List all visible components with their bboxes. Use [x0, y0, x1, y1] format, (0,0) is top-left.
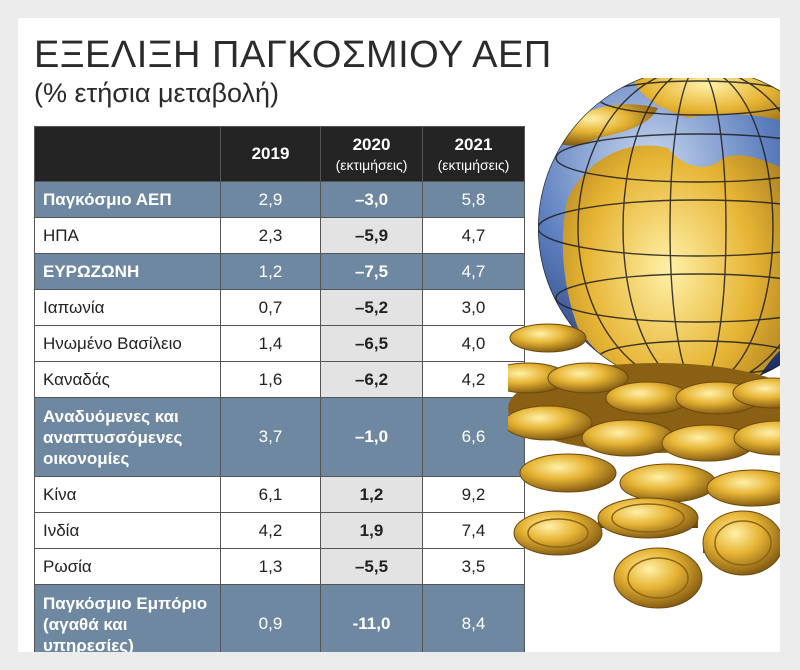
row-label: Ρωσία	[34, 548, 221, 585]
value-cell-2021: 9,2	[422, 476, 525, 513]
table-row: Ηνωμένο Βασίλειο 1,4 –6,5 4,0	[34, 325, 525, 362]
header-2019: 2019	[220, 126, 321, 182]
globe-coins-illustration	[508, 78, 780, 609]
value-cell-2020: –1,0	[320, 397, 423, 477]
infographic-frame: ΕΞΕΛΙΞΗ ΠΑΓΚΟΣΜΙΟΥ ΑΕΠ (% ετήσια μεταβολ…	[18, 18, 780, 652]
value-cell-2020: –5,2	[320, 289, 423, 326]
table-header-row: 2019 2020 (εκτιμήσεις) 2021 (εκτιμήσεις)	[34, 126, 525, 182]
value-cell-2021: 4,7	[422, 253, 525, 290]
row-label: Ηνωμένο Βασίλειο	[34, 325, 221, 362]
value-cell-2019: 2,9	[220, 181, 321, 218]
value-cell-2019: 4,2	[220, 512, 321, 549]
row-label: Κίνα	[34, 476, 221, 513]
gdp-table: 2019 2020 (εκτιμήσεις) 2021 (εκτιμήσεις) Π…	[34, 126, 525, 652]
row-label: Ιαπωνία	[34, 289, 221, 326]
row-label: Καναδάς	[34, 361, 221, 398]
value-cell-2021: 6,6	[422, 397, 525, 477]
value-cell-2020: –6,5	[320, 325, 423, 362]
value-cell-2019: 2,3	[220, 217, 321, 254]
value-cell-2020: –5,9	[320, 217, 423, 254]
header-2020: 2020 (εκτιμήσεις)	[320, 126, 423, 182]
value-cell-2020: –6,2	[320, 361, 423, 398]
table-row: Παγκόσμιο Εμπόριο (αγαθά και υπηρεσίες) 0…	[34, 584, 525, 652]
value-cell-2020: -11,0	[320, 584, 423, 652]
table-row: Ιαπωνία 0,7 –5,2 3,0	[34, 289, 525, 326]
value-cell-2019: 1,3	[220, 548, 321, 585]
value-cell-2021: 4,7	[422, 217, 525, 254]
value-cell-2019: 1,2	[220, 253, 321, 290]
header-year: 2019	[251, 144, 290, 163]
page-subtitle: (% ετήσια μεταβολή)	[34, 78, 280, 108]
value-cell-2019: 1,6	[220, 361, 321, 398]
value-cell-2021: 3,5	[422, 548, 525, 585]
row-label: Αναδυόμενες και αναπτυσσόμενες οικονομίε…	[34, 397, 221, 477]
coin-pile-icon	[508, 323, 780, 609]
row-label: ΗΠΑ	[34, 217, 221, 254]
header-corner-cell	[34, 126, 221, 182]
value-cell-2019: 0,7	[220, 289, 321, 326]
row-label: Ινδία	[34, 512, 221, 549]
value-cell-2019: 0,9	[220, 584, 321, 652]
value-cell-2019: 3,7	[220, 397, 321, 477]
value-cell-2019: 6,1	[220, 476, 321, 513]
header-2021: 2021 (εκτιμήσεις)	[422, 126, 525, 182]
row-label: ΕΥΡΩΖΩΝΗ	[34, 253, 221, 290]
value-cell-2020: –5,5	[320, 548, 423, 585]
table-body: Παγκόσμιο ΑΕΠ 2,9 –3,0 5,8 ΗΠΑ 2,3 –5,9 4,7 ΕΥΡΩ…	[34, 181, 525, 652]
table-row: Αναδυόμενες και αναπτυσσόμενες οικονομίε…	[34, 397, 525, 477]
table-row: ΕΥΡΩΖΩΝΗ 1,2 –7,5 4,7	[34, 253, 525, 290]
table-row: Ρωσία 1,3 –5,5 3,5	[34, 548, 525, 585]
row-label: Παγκόσμιο ΑΕΠ	[34, 181, 221, 218]
value-cell-2021: 5,8	[422, 181, 525, 218]
table-row: Καναδάς 1,6 –6,2 4,2	[34, 361, 525, 398]
table-row: Κίνα 6,1 1,2 9,2	[34, 476, 525, 513]
row-label: Παγκόσμιο Εμπόριο (αγαθά και υπηρεσίες)	[34, 584, 221, 652]
value-cell-2020: –3,0	[320, 181, 423, 218]
value-cell-2020: –7,5	[320, 253, 423, 290]
table-row: ΗΠΑ 2,3 –5,9 4,7	[34, 217, 525, 254]
header-year: 2021	[454, 135, 493, 154]
value-cell-2020: 1,2	[320, 476, 423, 513]
header-note: (εκτιμήσεις)	[335, 157, 408, 173]
table-row: Ινδία 4,2 1,9 7,4	[34, 512, 525, 549]
value-cell-2019: 1,4	[220, 325, 321, 362]
table-row: Παγκόσμιο ΑΕΠ 2,9 –3,0 5,8	[34, 181, 525, 218]
page-title: ΕΞΕΛΙΞΗ ΠΑΓΚΟΣΜΙΟΥ ΑΕΠ	[34, 34, 552, 76]
value-cell-2021: 7,4	[422, 512, 525, 549]
header-note: (εκτιμήσεις)	[437, 157, 510, 173]
value-cell-2020: 1,9	[320, 512, 423, 549]
value-cell-2021: 3,0	[422, 289, 525, 326]
value-cell-2021: 8,4	[422, 584, 525, 652]
header-year: 2020	[352, 135, 391, 154]
